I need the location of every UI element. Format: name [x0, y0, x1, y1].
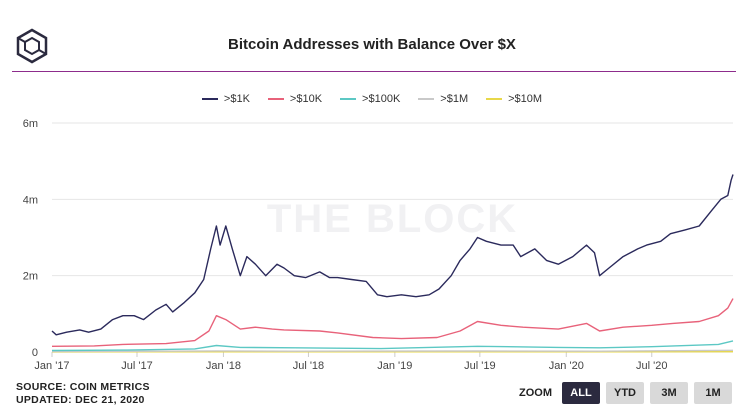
- zoom-label: ZOOM: [519, 387, 552, 399]
- x-tick-label: Jan '20: [549, 360, 584, 372]
- chart-title: Bitcoin Addresses with Balance Over $X: [228, 36, 516, 53]
- x-tick-label: Jul '17: [121, 360, 152, 372]
- legend-swatch-k1: [201, 98, 218, 100]
- series-line-k100: [51, 340, 734, 352]
- x-tick-label: Jan '17: [34, 360, 69, 372]
- zoom-button-1m[interactable]: 1M: [694, 382, 732, 404]
- zoom-button-all[interactable]: ALL: [562, 382, 600, 404]
- y-tick-label: 0: [32, 347, 38, 359]
- updated-text: UPDATED: DEC 21, 2020: [16, 394, 145, 406]
- series-line-k10: [51, 298, 734, 347]
- legend-item-k100[interactable]: >$100K: [340, 93, 400, 105]
- legend-item-k1[interactable]: >$1K: [201, 93, 250, 105]
- legend-item-k10[interactable]: >$10K: [267, 93, 323, 105]
- chart-legend: >$1K >$10K >$100K >$1M >$10M: [0, 93, 744, 105]
- the-block-logo-icon: [16, 28, 48, 64]
- legend-label-m10: >$10M: [508, 93, 543, 105]
- legend-label-m1: >$1M: [440, 93, 469, 105]
- chart-footer: SOURCE: COIN METRICS UPDATED: DEC 21, 20…: [16, 381, 150, 407]
- x-tick-label: Jul '18: [293, 360, 324, 372]
- legend-label-k10: >$10K: [289, 93, 323, 105]
- series-line-m1: [51, 349, 734, 353]
- x-tick-label: Jul '19: [464, 360, 495, 372]
- legend-label-k100: >$100K: [362, 93, 401, 105]
- legend-swatch-m10: [486, 98, 503, 100]
- y-tick-label: 4m: [23, 194, 38, 206]
- zoom-button-3m[interactable]: 3M: [650, 382, 688, 404]
- y-tick-label: 2m: [23, 271, 38, 283]
- watermark-text: THE BLOCK: [267, 197, 518, 241]
- legend-item-m1[interactable]: >$1M: [418, 93, 468, 105]
- y-tick-label: 6m: [23, 118, 38, 130]
- source-text: SOURCE: COIN METRICS: [16, 381, 150, 393]
- title-divider: [12, 71, 736, 72]
- zoom-controls: ZOOM ALL YTD 3M 1M: [519, 382, 732, 404]
- legend-swatch-k10: [267, 98, 284, 100]
- legend-swatch-m1: [418, 98, 435, 100]
- x-tick-label: Jul '20: [636, 360, 667, 372]
- x-tick-label: Jan '18: [206, 360, 241, 372]
- legend-item-m10[interactable]: >$10M: [486, 93, 542, 105]
- series-line-k1: [51, 174, 734, 336]
- x-tick-label: Jan '19: [377, 360, 412, 372]
- legend-label-k1: >$1K: [223, 93, 250, 105]
- legend-swatch-k100: [340, 98, 357, 100]
- zoom-button-ytd[interactable]: YTD: [606, 382, 644, 404]
